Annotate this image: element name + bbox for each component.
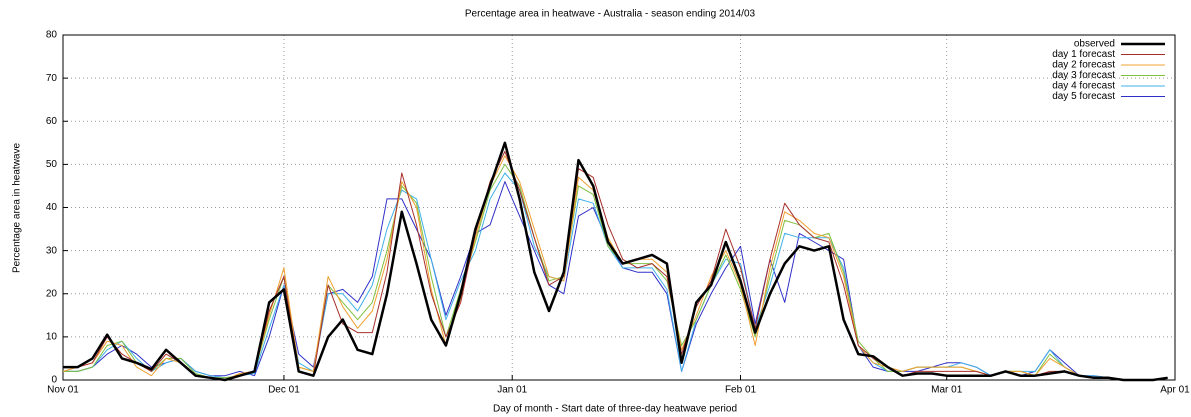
y-tick-label: 60: [46, 116, 58, 127]
legend-label: day 4 forecast: [1052, 81, 1115, 92]
legend-label: day 2 forecast: [1052, 60, 1115, 71]
plot-frame: [62, 34, 1176, 381]
y-tick-label: 10: [46, 332, 58, 343]
legend-label: observed: [1074, 39, 1115, 50]
x-tick-label: Mar 01: [931, 385, 963, 396]
series-line: [63, 141, 1168, 382]
y-tick-label: 40: [46, 202, 58, 213]
chart-title: Percentage area in heatwave - Australia …: [465, 9, 756, 20]
y-tick-label: 30: [46, 245, 58, 256]
y-tick-label: 0: [51, 375, 57, 386]
series-line: [62, 155, 1168, 381]
legend-label: day 5 forecast: [1052, 91, 1115, 102]
y-tick-label: 20: [46, 288, 58, 299]
series-line: [63, 150, 1168, 381]
series-line: [63, 163, 1168, 381]
x-axis-label: Day of month - Start date of three-day h…: [493, 404, 737, 415]
x-tick-label: Jan 01: [497, 385, 527, 396]
y-tick-label: 80: [46, 30, 58, 41]
series-line: [63, 181, 1168, 381]
legend-label: day 3 forecast: [1052, 70, 1115, 81]
series-line: [63, 172, 1168, 381]
x-tick-label: Feb 01: [725, 385, 757, 396]
x-tick-label: Nov 01: [47, 385, 79, 396]
x-tick-label: Apr 01: [1160, 385, 1190, 396]
x-tick-label: Dec 01: [268, 385, 300, 396]
legend-label: day 1 forecast: [1052, 49, 1115, 60]
y-axis-label: Percentage area in heatwave: [12, 143, 23, 274]
y-tick-label: 50: [46, 159, 58, 170]
y-tick-label: 70: [46, 73, 58, 84]
